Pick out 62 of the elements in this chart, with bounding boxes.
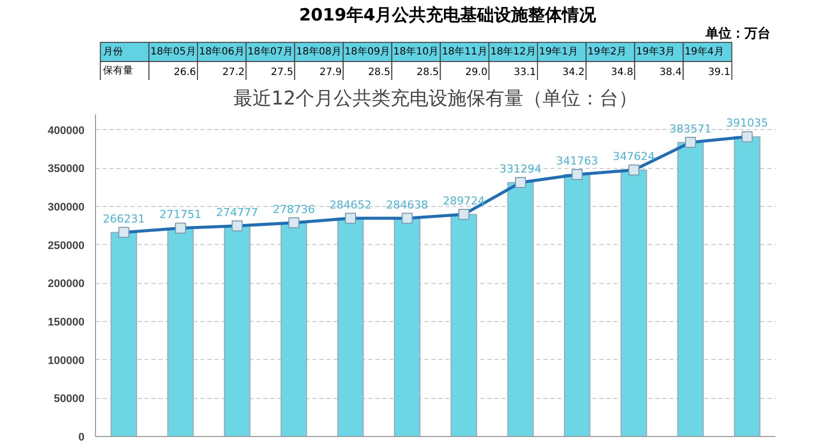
data-label: 341763 <box>556 154 598 168</box>
bar <box>677 142 704 436</box>
y-tick-label: 300000 <box>48 202 85 214</box>
bar <box>167 228 194 436</box>
data-label: 278736 <box>272 202 315 216</box>
text: 单位：万台 <box>704 25 771 42</box>
category-label: 18年08月 <box>296 45 342 58</box>
bar <box>734 136 760 436</box>
y-tick-label: 350000 <box>48 163 85 176</box>
bar <box>110 232 138 436</box>
category-label: 19年3月 <box>636 45 676 58</box>
category-label: 19年2月 <box>588 45 627 58</box>
text: 28.5 <box>368 66 390 78</box>
text: 33.1 <box>514 66 536 78</box>
bar <box>224 225 250 436</box>
bar <box>507 182 534 436</box>
text: 28.5 <box>416 66 439 78</box>
category-label: 18年06月 <box>198 45 244 58</box>
category-label: 月份 <box>102 46 123 58</box>
data-label: 274777 <box>216 206 258 219</box>
data-label: 347624 <box>612 150 655 163</box>
text: 39.1 <box>708 66 730 78</box>
bar <box>394 218 420 436</box>
bar <box>450 214 478 436</box>
y-tick-label: 200000 <box>48 278 85 290</box>
text: 27.2 <box>222 66 245 78</box>
category-label: 保有量 <box>102 65 133 76</box>
data-label: 331294 <box>500 162 542 176</box>
category-label: 18年11月 <box>442 45 488 58</box>
category-label: 18年05月 <box>150 45 196 58</box>
text: 26.6 <box>174 66 196 78</box>
category-label: 18年10月 <box>393 45 439 58</box>
bar <box>337 218 364 436</box>
category-label: 18年09月 <box>344 45 390 58</box>
category-label: 18年07月 <box>248 45 293 58</box>
text: 34.8 <box>610 66 634 78</box>
bar <box>620 169 648 436</box>
text: 2019年4月公共充电基础设施整体情况 <box>299 6 598 26</box>
text: 27.9 <box>319 66 342 78</box>
data-label: 284652 <box>330 198 372 212</box>
text: 29.0 <box>465 66 488 78</box>
text: 38.4 <box>659 66 682 78</box>
y-tick-label: 100000 <box>48 354 85 367</box>
data-label: 391035 <box>726 116 768 130</box>
data-label: 271751 <box>160 208 202 222</box>
text: 27.5 <box>270 66 294 78</box>
data-label: 284638 <box>386 198 428 212</box>
category-label: 18年12月 <box>490 45 536 58</box>
y-tick-label: 400000 <box>48 124 85 137</box>
data-label: 289724 <box>442 194 485 208</box>
data-label: 383571 <box>670 122 712 136</box>
y-tick-label: 50000 <box>54 393 85 406</box>
bar <box>564 174 590 436</box>
y-tick-label: 0 <box>78 432 85 444</box>
y-tick-label: 250000 <box>48 240 85 252</box>
chart-title: 最近12个月公共类充电设施保有量（单位：台） <box>233 88 638 110</box>
y-tick-label: 150000 <box>48 316 85 328</box>
bar <box>280 222 308 436</box>
data-label: 266231 <box>102 212 145 226</box>
text: 34.2 <box>562 66 585 78</box>
category-label: 19年1月 <box>538 45 578 58</box>
category-label: 19年4月 <box>684 45 724 58</box>
